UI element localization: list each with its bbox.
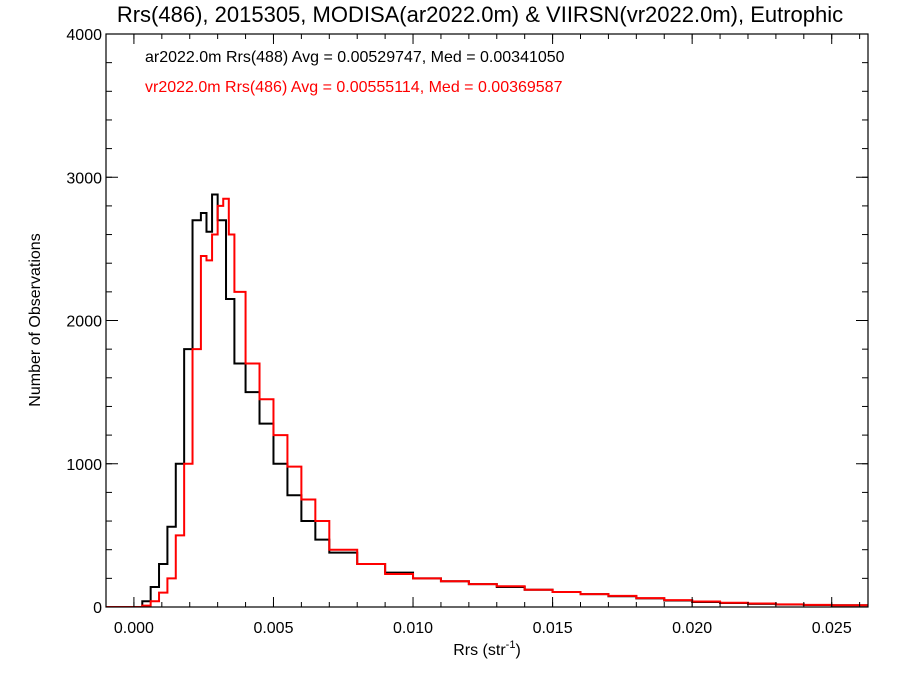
chart-title: Rrs(486), 2015305, MODISA(ar2022.0m) & V…	[117, 2, 843, 27]
legend-entry-modisa: ar2022.0m Rrs(488) Avg = 0.00529747, Med…	[145, 49, 565, 66]
x-tick-label: 0.025	[812, 620, 852, 637]
x-axis-label: Rrs (str-1)	[453, 639, 521, 659]
axes: 0.000 0.005 0.010 0.015 0.020 0.025 0 1000 2000 3…	[66, 27, 869, 637]
x-tick-label: 0.000	[114, 620, 154, 637]
y-tick-label: 0	[93, 600, 102, 617]
x-tick-label: 0.005	[253, 620, 293, 637]
y-tick-label: 4000	[66, 27, 102, 44]
legend-entry-viirsn: vr2022.0m Rrs(486) Avg = 0.00555114, Med…	[145, 79, 563, 96]
plot-area	[106, 193, 868, 607]
x-tick-label: 0.015	[533, 620, 573, 637]
series-line-0	[106, 193, 868, 607]
y-tick-label: 3000	[66, 170, 102, 187]
plot-frame	[105, 33, 869, 608]
y-tick-label: 2000	[66, 314, 102, 331]
x-tick-label: 0.010	[393, 620, 433, 637]
x-tick-label: 0.020	[672, 620, 712, 637]
y-tick-label: 1000	[66, 457, 102, 474]
series-line-1	[106, 197, 868, 607]
y-axis-label: Number of Observations	[27, 233, 44, 406]
